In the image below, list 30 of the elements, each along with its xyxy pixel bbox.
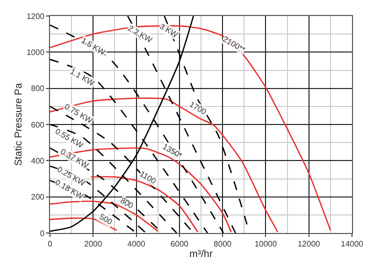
y-tick-label: 200 xyxy=(31,192,45,202)
annotation: 0.75 KW xyxy=(62,102,94,126)
annotation: 2100** xyxy=(221,34,247,54)
annotation: 3 KW xyxy=(158,22,180,40)
x-tick-label: 14000 xyxy=(340,240,364,249)
annotation: 1700 xyxy=(188,100,208,117)
line-series xyxy=(50,98,278,233)
annotation: 0.55 KW xyxy=(54,126,86,150)
y-tick-label: 1000 xyxy=(26,48,45,57)
x-axis-title: m³/hr xyxy=(189,249,214,260)
annotation: 1100 xyxy=(138,169,158,186)
annotation: 1.5 KW xyxy=(80,36,108,58)
annotation: 1.1 KW xyxy=(68,66,96,88)
x-tick-label: 0 xyxy=(48,240,53,249)
annotation: 800 xyxy=(118,196,136,211)
annotation: 500 xyxy=(98,212,114,227)
x-tick-label: 2000 xyxy=(84,240,103,249)
x-tick-label: 8000 xyxy=(214,240,232,249)
y-axis-title: Static Pressure Pa xyxy=(14,82,25,166)
y-tick-label: 400 xyxy=(31,156,45,166)
x-tick-label: 10000 xyxy=(254,240,278,249)
x-tick-label: 6000 xyxy=(170,240,189,249)
y-tick-label: 0 xyxy=(40,228,45,238)
x-tick-label: 4000 xyxy=(127,240,146,249)
y-tick-label: 1200 xyxy=(26,12,45,21)
x-tick-label: 12000 xyxy=(298,240,321,249)
y-tick-label: 600 xyxy=(31,120,45,130)
annotation: 1350* xyxy=(161,142,184,160)
y-tick-label: 800 xyxy=(31,84,45,94)
annotation: 2.2 KW xyxy=(126,24,154,45)
